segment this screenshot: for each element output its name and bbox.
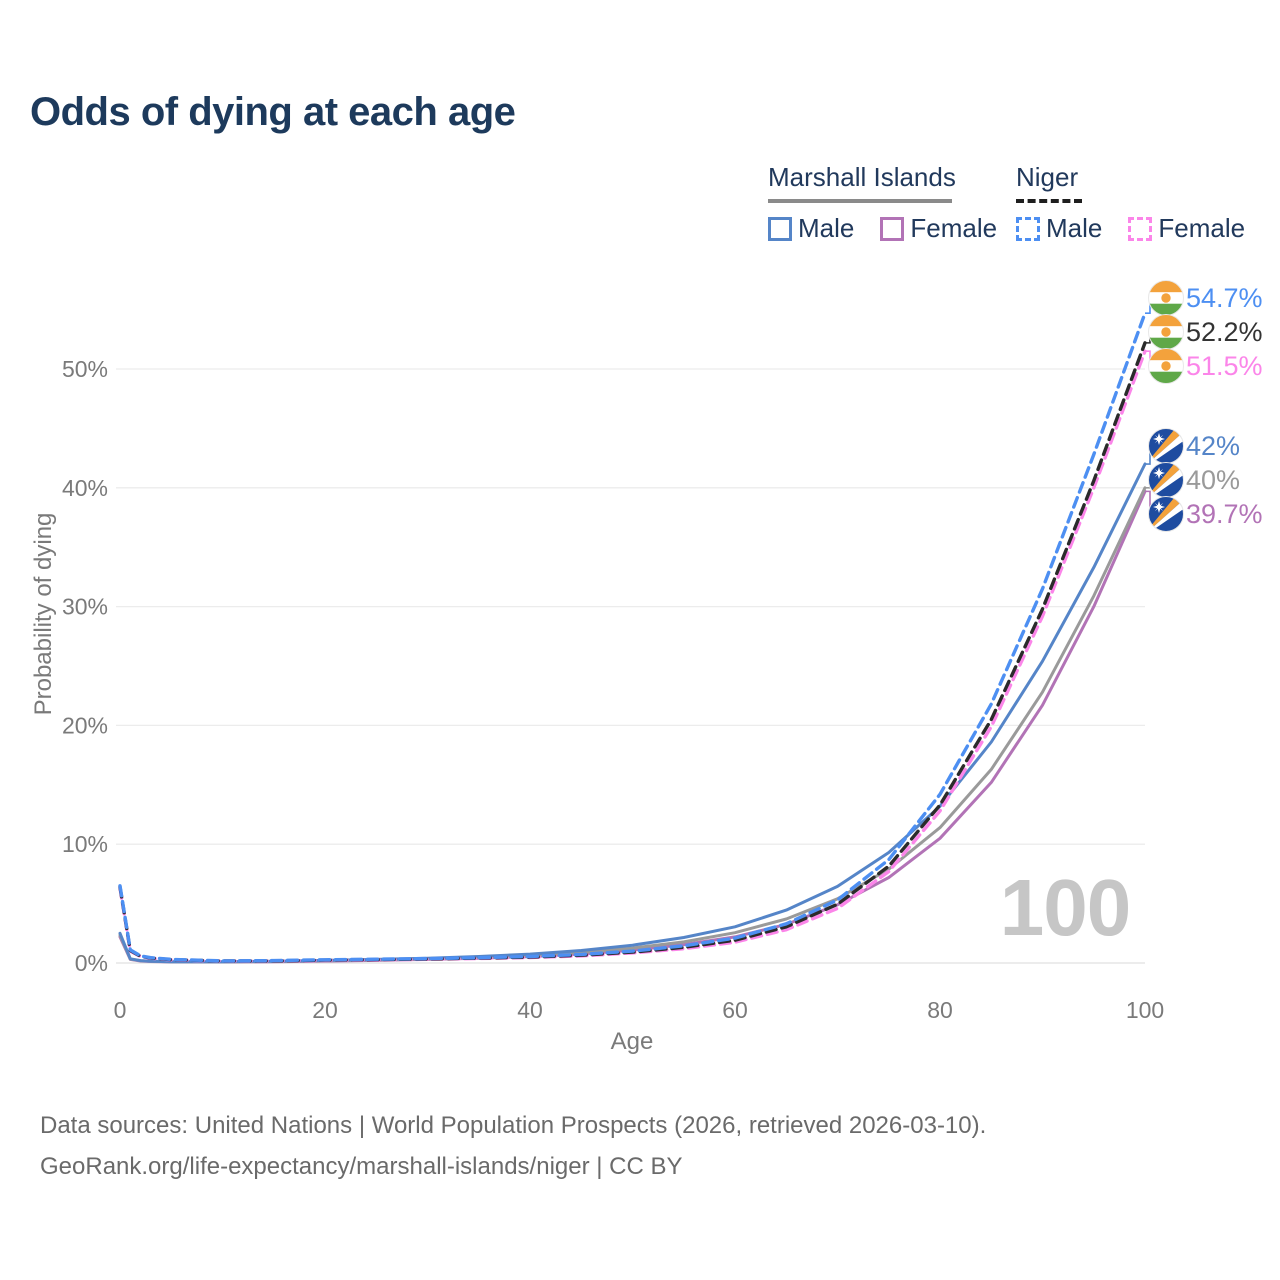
legend-group-marshall-islands: Marshall Islands Male Female: [768, 162, 1023, 244]
legend-item-label: Female: [1158, 213, 1246, 243]
data-sources-line: Data sources: United Nations | World Pop…: [40, 1112, 987, 1139]
legend-group-niger: Niger Male Female: [1016, 162, 1271, 244]
line-niger-female: [118, 349, 1147, 963]
niger-flag-icon: [1148, 348, 1184, 384]
legend-item-label: Female: [910, 213, 998, 243]
page-title: Odds of dying at each age: [30, 90, 516, 134]
x-tick-label: 60: [722, 997, 748, 1023]
legend-swatch-niger-male: [1016, 216, 1040, 241]
series-lines: [118, 311, 1147, 964]
legend-item-niger-male[interactable]: Male: [1016, 213, 1102, 244]
y-tick-label: 10%: [62, 831, 108, 857]
line-marshall-islands-female: [118, 489, 1147, 964]
legend-item-niger-female[interactable]: Female: [1128, 213, 1245, 244]
legend-item-label: Male: [798, 213, 855, 243]
end-label-marshall-islands-male: 42%: [1186, 431, 1240, 461]
niger-flag-icon: [1148, 314, 1184, 350]
y-tick-label: 40%: [62, 475, 108, 501]
end-label-marshall-islands-female: 39.7%: [1186, 499, 1263, 529]
x-tick-label: 100: [1126, 997, 1164, 1023]
y-tick-label: 30%: [62, 594, 108, 620]
end-label-niger-female: 51.5%: [1186, 351, 1263, 381]
y-tick-label: 20%: [62, 712, 108, 738]
line-niger-male: [118, 311, 1147, 963]
legend-swatch-marshall-male: [768, 216, 792, 241]
gridlines: 0% 10% 20% 30% 40% 50% 0 20 40 60 80 100: [62, 356, 1164, 1023]
x-tick-label: 40: [517, 997, 543, 1023]
marshall-flag-icon: [1149, 429, 1184, 464]
legend-group-title: Marshall Islands: [768, 162, 956, 192]
line-marshall-islands-male: [118, 462, 1147, 964]
legend-swatch-niger-female: [1128, 216, 1153, 241]
marshall-flag-icon: [1149, 497, 1184, 532]
end-labels: 54.7% 52.2% 51.5% 42% 40% 39.7%: [1145, 280, 1263, 532]
end-label-niger-both-sexes: 52.2%: [1186, 317, 1263, 347]
legend-item-marshall-male[interactable]: Male: [768, 213, 854, 244]
x-tick-label: 0: [114, 997, 127, 1023]
line-niger-both-sexes: [118, 341, 1147, 963]
y-tick-label: 50%: [62, 356, 108, 382]
marshall-flag-icon: [1149, 463, 1184, 498]
x-tick-label: 80: [927, 997, 953, 1023]
x-axis-title: Age: [610, 1028, 654, 1055]
legend-swatch-marshall-female: [880, 216, 905, 241]
footer: Data sources: United Nations | World Pop…: [40, 1105, 986, 1187]
legend-item-marshall-female[interactable]: Female: [880, 213, 997, 244]
end-label-marshall-islands-both-sexes: 40%: [1186, 465, 1240, 495]
end-label-niger-male: 54.7%: [1186, 283, 1263, 313]
legend-item-label: Male: [1046, 213, 1103, 243]
legend-group-title: Niger: [1016, 162, 1079, 192]
y-axis-title: Probability of dying: [30, 512, 57, 716]
niger-flag-icon: [1148, 280, 1184, 316]
y-tick-label: 0%: [75, 950, 108, 976]
attribution-line: GeoRank.org/life-expectancy/marshall-isl…: [40, 1153, 683, 1180]
age-watermark: 100: [999, 863, 1131, 952]
x-tick-label: 20: [312, 997, 338, 1023]
legend-underline-dashed: [1016, 199, 1082, 203]
legend-underline-solid: [768, 199, 952, 203]
